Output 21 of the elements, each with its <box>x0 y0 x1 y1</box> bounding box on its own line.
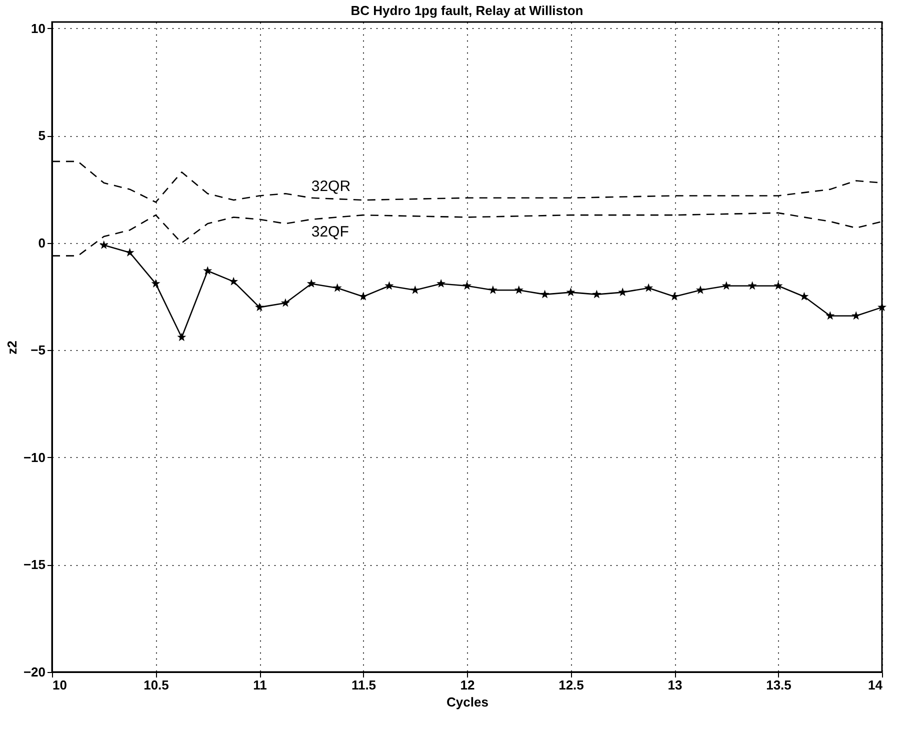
y-tick-label: −5 <box>30 342 46 358</box>
x-axis-title: Cycles <box>446 694 488 710</box>
x-tick-label: 12 <box>460 678 475 692</box>
y-tick-label: 10 <box>31 20 46 36</box>
chart-title: BC Hydro 1pg fault, Relay at Williston <box>350 3 584 18</box>
x-tick-label: 13.5 <box>766 678 792 692</box>
y-tick-label: 0 <box>38 235 46 250</box>
series-label: 32QF <box>311 223 349 240</box>
x-tick-label: 11.5 <box>351 678 376 692</box>
y-tick-label: −15 <box>23 557 46 572</box>
x-tick-label: 10.5 <box>144 678 169 692</box>
x-tick-label: 13 <box>668 678 682 692</box>
y-tick-label: −10 <box>23 450 46 465</box>
x-tick-label: 14 <box>868 678 884 692</box>
y-axis-title: z2 <box>4 340 20 354</box>
y-tick-label: −20 <box>23 664 46 680</box>
x-tick-label: 10 <box>52 678 67 692</box>
x-tick-label: 11 <box>253 678 267 692</box>
series-label: 32QR <box>311 178 351 195</box>
y-tick-label: 5 <box>38 128 46 144</box>
x-tick-label: 12.5 <box>558 678 584 692</box>
